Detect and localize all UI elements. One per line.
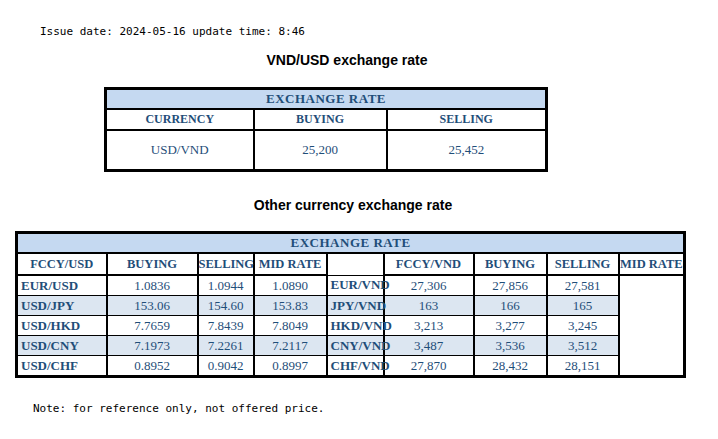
rate-cell: 27,870 bbox=[384, 356, 474, 377]
rate-cell: 154.60 bbox=[198, 296, 254, 316]
rate-cell: 1.0944 bbox=[198, 275, 254, 296]
rate-cell: 0.9042 bbox=[198, 356, 254, 377]
table-row: USD/HKD7.76597.84397.8049HKD/VND3,2133,2… bbox=[17, 316, 685, 336]
currency-cell: USD/CNY bbox=[17, 336, 107, 356]
table-header-row: EXCHANGE RATE bbox=[106, 89, 547, 110]
spacer-column bbox=[327, 253, 384, 275]
table-row: EUR/USD1.08361.09441.0890EUR/VND27,30627… bbox=[17, 275, 685, 296]
rate-cell: 28,151 bbox=[547, 356, 619, 377]
rate-sheet-page: Issue date: 2024-05-16 update time: 8:46… bbox=[0, 0, 718, 439]
other-table-body: EUR/USD1.08361.09441.0890EUR/VND27,30627… bbox=[17, 275, 685, 377]
table-row: USD/CHF0.89520.90420.8997CHF/VND27,87028… bbox=[17, 356, 685, 377]
currency-cell: JPY/VND bbox=[327, 296, 384, 316]
table-row: USD/JPY153.06154.60153.83JPY/VND16316616… bbox=[17, 296, 685, 316]
currency-cell: USD/HKD bbox=[17, 316, 107, 336]
currency-cell: USD/VND bbox=[106, 130, 254, 171]
rate-cell: 3,245 bbox=[547, 316, 619, 336]
table-columns-row: FCCY/USDBUYINGSELLINGMID RATEFCCY/VNDBUY… bbox=[17, 253, 685, 275]
currency-cell: EUR/USD bbox=[17, 275, 107, 296]
currency-cell: CHF/VND bbox=[327, 356, 384, 377]
rate-cell: 27,581 bbox=[547, 275, 619, 296]
other-table-title: Other currency exchange rate bbox=[0, 197, 706, 213]
rate-cell: 27,306 bbox=[384, 275, 474, 296]
usd-vnd-rate-table: EXCHANGE RATE CURRENCYBUYINGSELLING USD/… bbox=[104, 87, 548, 172]
rate-cell: 7.1973 bbox=[107, 336, 198, 356]
table-columns-row: CURRENCYBUYINGSELLING bbox=[106, 109, 547, 130]
rate-cell: 1.0836 bbox=[107, 275, 198, 296]
issue-date-text: Issue date: 2024-05-16 update time: 8:46 bbox=[40, 25, 305, 38]
column-header: BUYING bbox=[254, 109, 387, 130]
rate-cell: 25,452 bbox=[387, 130, 547, 171]
column-header: MID RATE bbox=[254, 253, 327, 275]
currency-cell: EUR/VND bbox=[327, 275, 384, 296]
column-header: FCCY/USD bbox=[17, 253, 107, 275]
column-header: MID RATE bbox=[619, 253, 685, 275]
rate-cell: 153.83 bbox=[254, 296, 327, 316]
rate-cell: 3,277 bbox=[474, 316, 547, 336]
rate-cell: 163 bbox=[384, 296, 474, 316]
rate-cell: 0.8952 bbox=[107, 356, 198, 377]
column-header: CURRENCY bbox=[106, 109, 254, 130]
table-header-row: EXCHANGE RATE bbox=[17, 233, 685, 254]
exchange-rate-header: EXCHANGE RATE bbox=[17, 233, 685, 254]
table-row: USD/CNY7.19737.22617.2117CNY/VND3,4873,5… bbox=[17, 336, 685, 356]
currency-cell: HKD/VND bbox=[327, 316, 384, 336]
rate-cell: 7.2261 bbox=[198, 336, 254, 356]
rate-cell: 3,536 bbox=[474, 336, 547, 356]
exchange-rate-header: EXCHANGE RATE bbox=[106, 89, 547, 110]
rate-cell: 3,213 bbox=[384, 316, 474, 336]
rate-cell: 3,487 bbox=[384, 336, 474, 356]
usd-table-body: USD/VND25,20025,452 bbox=[106, 130, 547, 171]
usd-table-title: VND/USD exchange rate bbox=[0, 52, 694, 68]
rate-cell: 7.8439 bbox=[198, 316, 254, 336]
column-header: SELLING bbox=[387, 109, 547, 130]
column-header: BUYING bbox=[474, 253, 547, 275]
currency-cell: USD/CHF bbox=[17, 356, 107, 377]
rate-cell: 153.06 bbox=[107, 296, 198, 316]
note-text: Note: for reference only, not offered pr… bbox=[33, 402, 324, 415]
rate-cell: 7.8049 bbox=[254, 316, 327, 336]
table-row: USD/VND25,20025,452 bbox=[106, 130, 547, 171]
rate-cell: 165 bbox=[547, 296, 619, 316]
currency-cell: CNY/VND bbox=[327, 336, 384, 356]
rate-cell: 0.8997 bbox=[254, 356, 327, 377]
currency-cell: USD/JPY bbox=[17, 296, 107, 316]
column-header: FCCY/VND bbox=[384, 253, 474, 275]
column-header: BUYING bbox=[107, 253, 198, 275]
rate-cell: 27,856 bbox=[474, 275, 547, 296]
rate-cell: 28,432 bbox=[474, 356, 547, 377]
rate-cell: 7.2117 bbox=[254, 336, 327, 356]
rate-cell: 25,200 bbox=[254, 130, 387, 171]
rate-cell: 3,512 bbox=[547, 336, 619, 356]
rate-cell: 166 bbox=[474, 296, 547, 316]
rate-cell: 7.7659 bbox=[107, 316, 198, 336]
other-currency-rate-table: EXCHANGE RATE FCCY/USDBUYINGSELLINGMID R… bbox=[15, 231, 686, 378]
column-header: SELLING bbox=[198, 253, 254, 275]
rate-cell: 1.0890 bbox=[254, 275, 327, 296]
column-header: SELLING bbox=[547, 253, 619, 275]
